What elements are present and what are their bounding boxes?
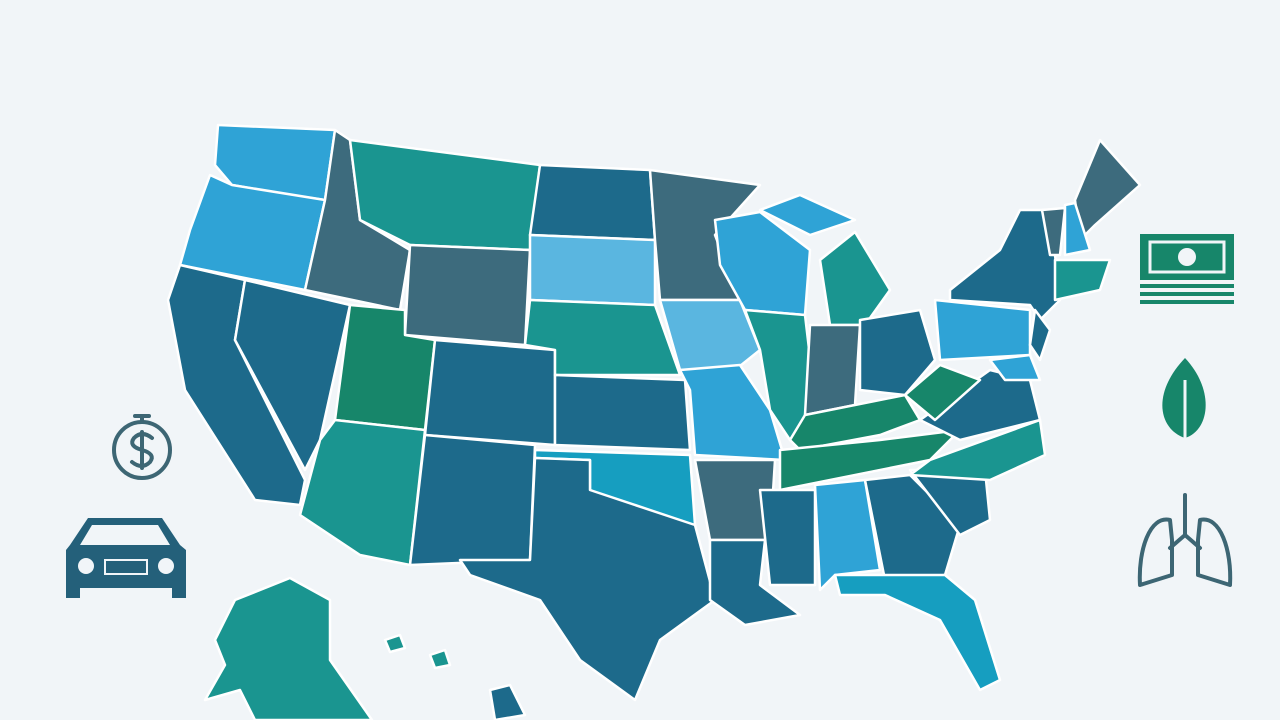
leaf-icon: [1162, 358, 1206, 455]
state: [423, 338, 557, 447]
states: [166, 123, 1142, 720]
state: [1063, 201, 1092, 257]
state: [528, 163, 657, 242]
state: [833, 573, 1002, 692]
state: [903, 363, 982, 422]
car-icon: [66, 518, 186, 598]
state: [758, 193, 857, 237]
state: [908, 418, 1047, 482]
state: [988, 353, 1042, 382]
state: [428, 648, 452, 670]
state: [1053, 258, 1112, 302]
money-icon: [1140, 234, 1234, 304]
state: [778, 428, 962, 492]
icons: [66, 234, 1234, 598]
state: [818, 230, 892, 327]
state: [403, 243, 532, 347]
state: [383, 633, 407, 654]
state: [408, 433, 537, 567]
state: [488, 683, 527, 720]
state: [233, 278, 352, 472]
lungs-icon: [1137, 493, 1233, 587]
state: [458, 456, 717, 702]
state: [1028, 308, 1052, 362]
state: [528, 233, 657, 307]
state: [658, 298, 762, 372]
state: [933, 298, 1032, 362]
stopwatch-icon: [112, 414, 172, 480]
state: [1040, 206, 1067, 257]
state: [553, 373, 692, 452]
state: [813, 478, 882, 592]
state: [758, 488, 817, 587]
state: [803, 323, 862, 417]
state: [858, 308, 937, 397]
state: [203, 576, 374, 720]
